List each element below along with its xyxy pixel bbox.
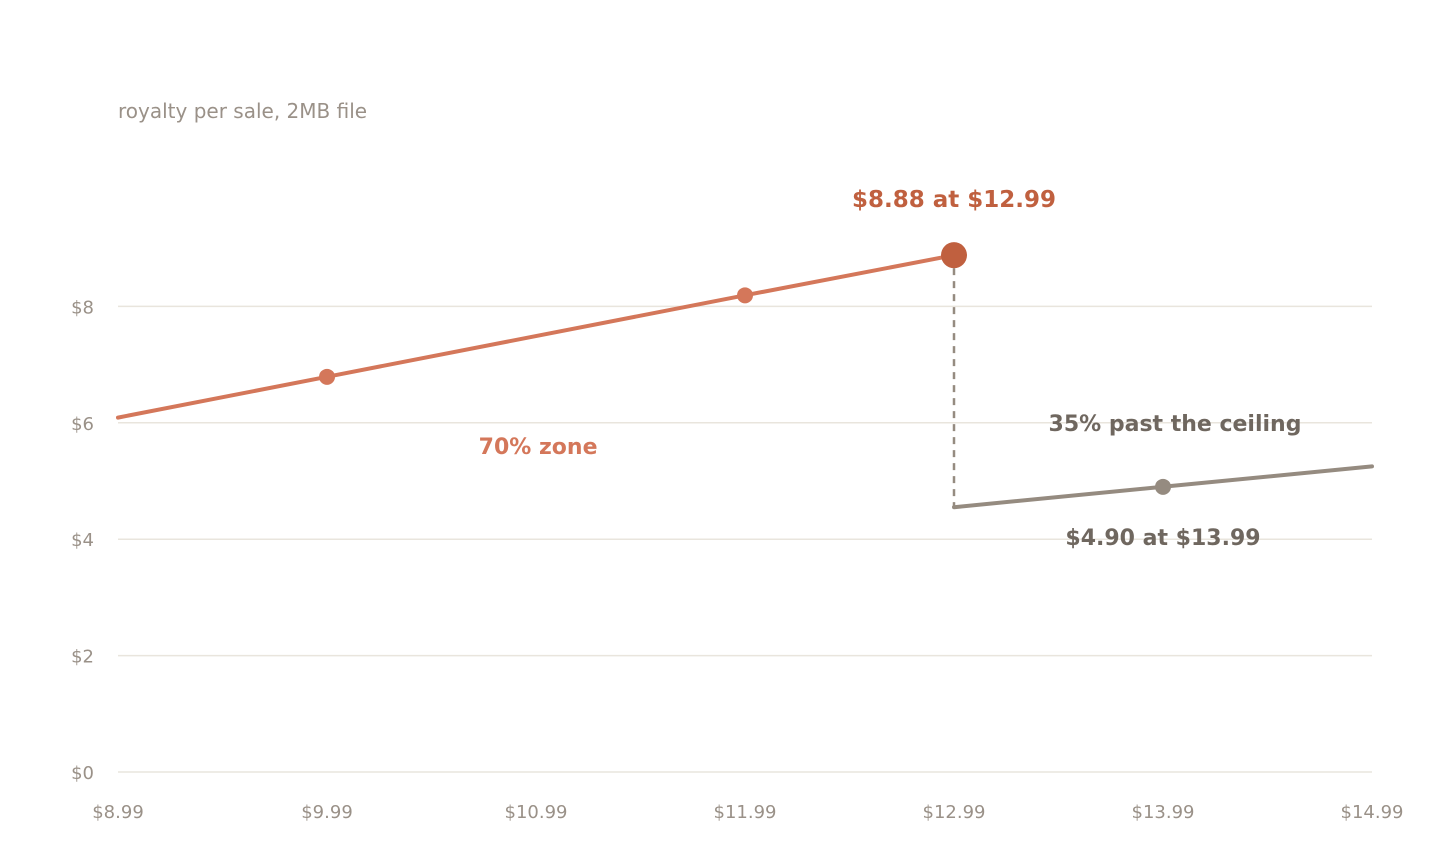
y-tick-label: $4	[71, 530, 94, 551]
grid-lines	[118, 305, 1372, 773]
data-point-royalty-35	[1155, 478, 1171, 495]
x-tick-label: $8.99	[92, 802, 144, 823]
data-point-royalty-70	[737, 287, 753, 304]
x-tick-label: $9.99	[301, 802, 353, 823]
data-point-highlight	[941, 242, 967, 269]
x-tick-label: $12.99	[923, 802, 986, 823]
y-tick-label: $6	[71, 414, 94, 435]
annotation-layer: $8.88 at $12.99 70% zone 35% past the ce…	[479, 187, 1302, 551]
annotation-35-point: $4.90 at $13.99	[1065, 526, 1260, 551]
series-line-royalty-70	[116, 253, 956, 420]
y-axis-ticks: $0 $2 $4 $6 $8	[71, 297, 94, 784]
series-layer	[116, 242, 1374, 510]
annotation-peak: $8.88 at $12.99	[852, 187, 1056, 213]
x-tick-label: $10.99	[505, 802, 568, 823]
annotation-70-zone: 70% zone	[479, 435, 598, 460]
x-tick-label: $11.99	[714, 802, 777, 823]
data-point-royalty-70	[319, 368, 335, 385]
x-tick-label: $14.99	[1341, 802, 1404, 823]
annotation-35-ceiling: 35% past the ceiling	[1049, 412, 1302, 437]
chart-subtitle: royalty per sale, 2MB file	[118, 99, 367, 123]
x-tick-label: $13.99	[1132, 802, 1195, 823]
x-axis-ticks: $8.99 $9.99 $10.99 $11.99 $12.99 $13.99 $14.99	[92, 802, 1403, 823]
y-tick-label: $8	[71, 297, 94, 318]
y-tick-label: $0	[71, 763, 94, 784]
y-tick-label: $2	[71, 647, 94, 668]
